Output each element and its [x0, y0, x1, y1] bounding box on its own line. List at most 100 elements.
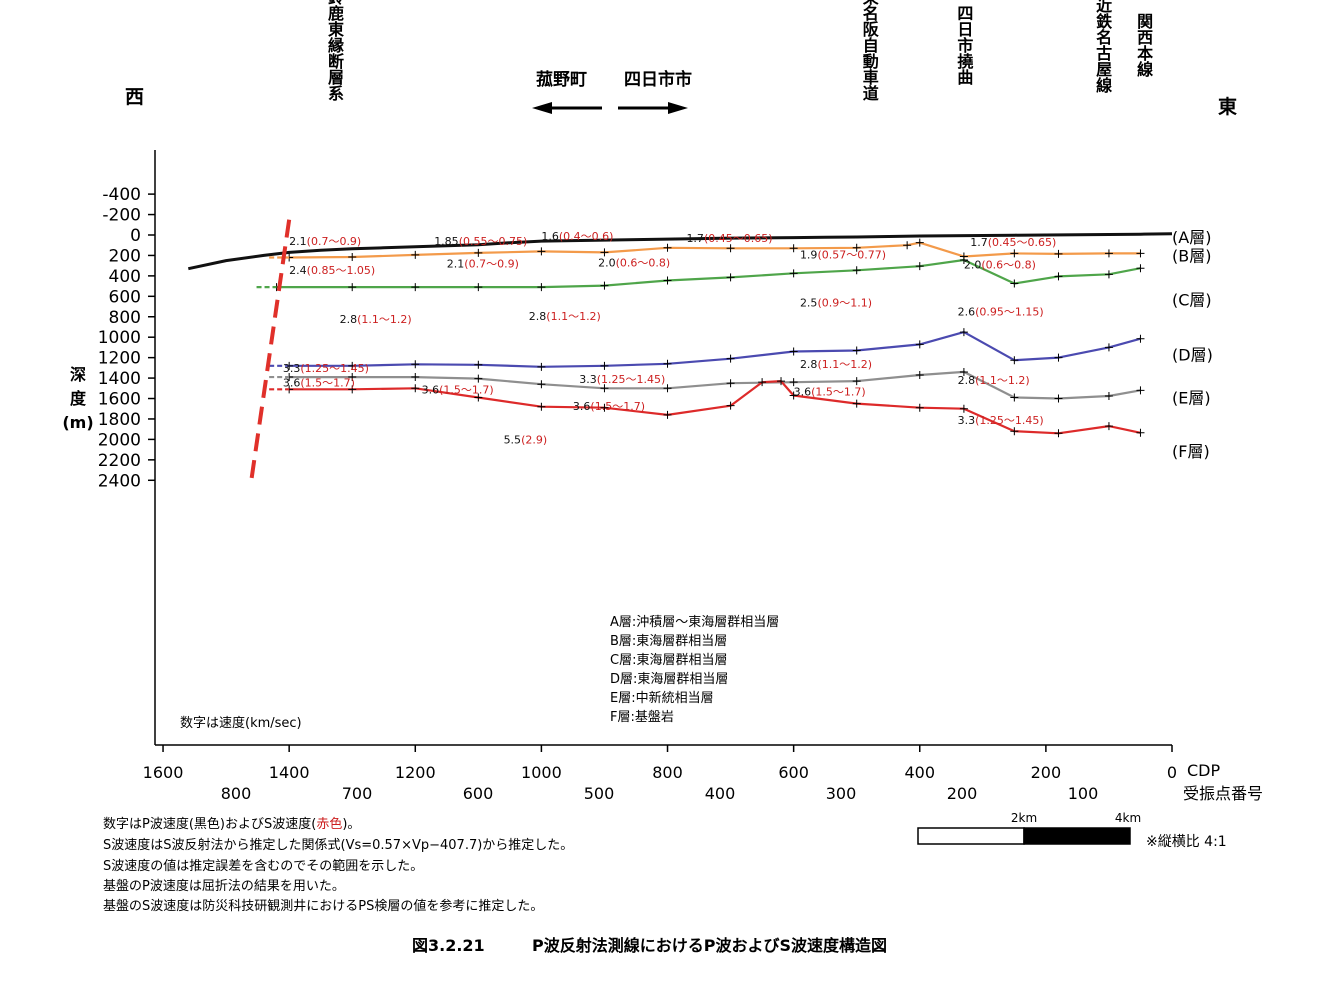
station-tick-label: 100: [1068, 784, 1099, 803]
velocity-label: 1.9(0.57～0.77): [800, 249, 886, 262]
cdp-marker: [1104, 391, 1113, 400]
s-velocity: (0.85～1.05): [307, 264, 376, 277]
s-velocity: (0.55～0.75): [459, 235, 528, 248]
note-line-3: S波速度の値は推定誤差を含むのでその範囲を示した。: [103, 858, 423, 874]
notes: 数字はP波速度(黒色)およびS波速度(赤色)。 S波速度はS波反射法から推定した…: [103, 816, 573, 914]
cdp-marker: [852, 399, 861, 408]
cdp-marker: [411, 360, 420, 369]
cdp-marker: [852, 377, 861, 386]
legend-line-f: F層:基盤岩: [610, 710, 674, 725]
velocity-label: 2.4(0.85～1.05): [289, 264, 375, 277]
p-velocity: 5.5: [504, 433, 521, 446]
cdp-marker: [1104, 343, 1113, 352]
cdp-tick-label: 800: [652, 763, 683, 782]
y-tick-label: 800: [109, 308, 141, 328]
cdp-marker: [411, 250, 420, 259]
cdp-marker: [726, 244, 735, 253]
p-velocity: 2.8: [958, 374, 976, 387]
boundary-line: [276, 258, 1141, 289]
p-velocity: 2.6: [958, 306, 976, 319]
y-tick-label: 200: [109, 246, 141, 266]
y-tick-label: 1600: [98, 390, 141, 410]
cdp-marker: [474, 393, 483, 402]
cdp-marker: [1054, 353, 1063, 362]
cdp-marker: [1136, 249, 1145, 258]
y-tick-label: 1000: [98, 328, 141, 348]
layer-legend: A層:沖積層～東海層群相当層 B層:東海層群相当層 C層:東海層群相当層 D層:…: [610, 614, 779, 725]
y-axis-label-3: (m): [62, 413, 93, 432]
s-velocity: (0.6～0.8): [981, 259, 1036, 272]
p-velocity: 1.7: [970, 236, 988, 249]
layer-label: (B層): [1172, 247, 1211, 266]
layer-label: (A層): [1172, 228, 1211, 247]
cdp-tick-label: 400: [904, 763, 935, 782]
station-tick-label: 500: [584, 784, 615, 803]
cdp-marker: [1010, 356, 1019, 365]
layer-label: (F層): [1172, 442, 1210, 461]
velocity-label: 2.5(0.9～1.1): [800, 297, 872, 310]
station-tick-label: 800: [221, 784, 252, 803]
cdp-marker: [915, 403, 924, 412]
s-velocity: (1.25～1.45): [975, 414, 1044, 427]
town-right-label: 四日市市: [624, 69, 692, 90]
cdp-marker: [903, 241, 912, 250]
cdp-marker: [600, 281, 609, 290]
velocity-label: 1.6(0.4～0.6): [541, 230, 613, 243]
note-line-1: 数字はP波速度(黒色)およびS波速度(赤色)。: [103, 816, 360, 832]
p-velocity: 2.4: [289, 264, 307, 277]
town-left-label: 菰野町: [536, 70, 587, 90]
p-velocity: 2.8: [800, 358, 818, 371]
cdp-marker: [789, 378, 798, 387]
scale-2km: 2km: [1011, 811, 1037, 825]
cdp-marker: [663, 359, 672, 368]
velocity-label: 3.6(1.5～1.7): [794, 385, 866, 398]
cdp-marker: [758, 378, 767, 387]
y-tick-label: 2400: [98, 471, 141, 491]
boundary-line: [187, 232, 1173, 271]
p-velocity: 2.1: [447, 258, 465, 271]
cdp-marker: [726, 273, 735, 282]
p-velocity: 3.3: [579, 373, 597, 386]
s-velocity: (0.9～1.1): [817, 297, 872, 310]
legend-line-a: A層:沖積層～東海層群相当層: [610, 614, 779, 630]
cdp-marker: [348, 385, 357, 394]
y-tick-label: 400: [109, 267, 141, 287]
cdp-marker: [348, 252, 357, 261]
p-velocity: 1.7: [686, 232, 704, 245]
s-velocity: (1.1～1.2): [357, 313, 412, 326]
scale-bar-black: [1023, 827, 1131, 845]
cdp-marker: [1136, 264, 1145, 273]
cdp-marker: [1010, 427, 1019, 436]
arrow-left-icon: [532, 102, 602, 114]
cdp-marker: [474, 283, 483, 292]
velocity-labels: 2.1(0.7～0.9) 1.85(0.55～0.75) 1.6(0.4～0.6) 1…: [283, 230, 1056, 446]
p-velocity: 3.3: [958, 414, 976, 427]
cdp-marker: [474, 248, 483, 257]
boundary-line: [289, 331, 1141, 368]
velocity-label: 1.7(0.45～0.65): [686, 232, 772, 245]
axes: [154, 150, 1172, 746]
s-velocity: (1.5～1.7): [590, 400, 645, 413]
boundary-line: [289, 380, 1141, 435]
p-velocity: 2.8: [529, 310, 547, 323]
s-velocity: (0.6～0.8): [616, 257, 671, 270]
station-tick-label: 400: [705, 784, 736, 803]
s-velocity: (1.5～1.7): [300, 376, 355, 389]
cdp-marker: [1104, 422, 1113, 431]
feature-label: 鈴鹿東縁断層系: [325, 0, 344, 101]
cdp-marker: [411, 384, 420, 393]
cdp-marker: [537, 402, 546, 411]
cdp-marker: [789, 269, 798, 278]
fault-line: [249, 219, 292, 481]
velocity-label: 3.3(1.25～1.45): [579, 373, 665, 386]
y-axis-label-1: 深: [70, 365, 86, 384]
cdp-marker: [915, 262, 924, 271]
s-velocity: (1.1～1.2): [975, 374, 1030, 387]
cdp-marker: [1136, 334, 1145, 343]
cdp-marker: [726, 354, 735, 363]
cdp-tick-label: 1600: [143, 763, 184, 782]
cdp-marker: [852, 243, 861, 252]
s-velocity: (1.1～1.2): [817, 358, 872, 371]
cdp-marker: [915, 238, 924, 247]
